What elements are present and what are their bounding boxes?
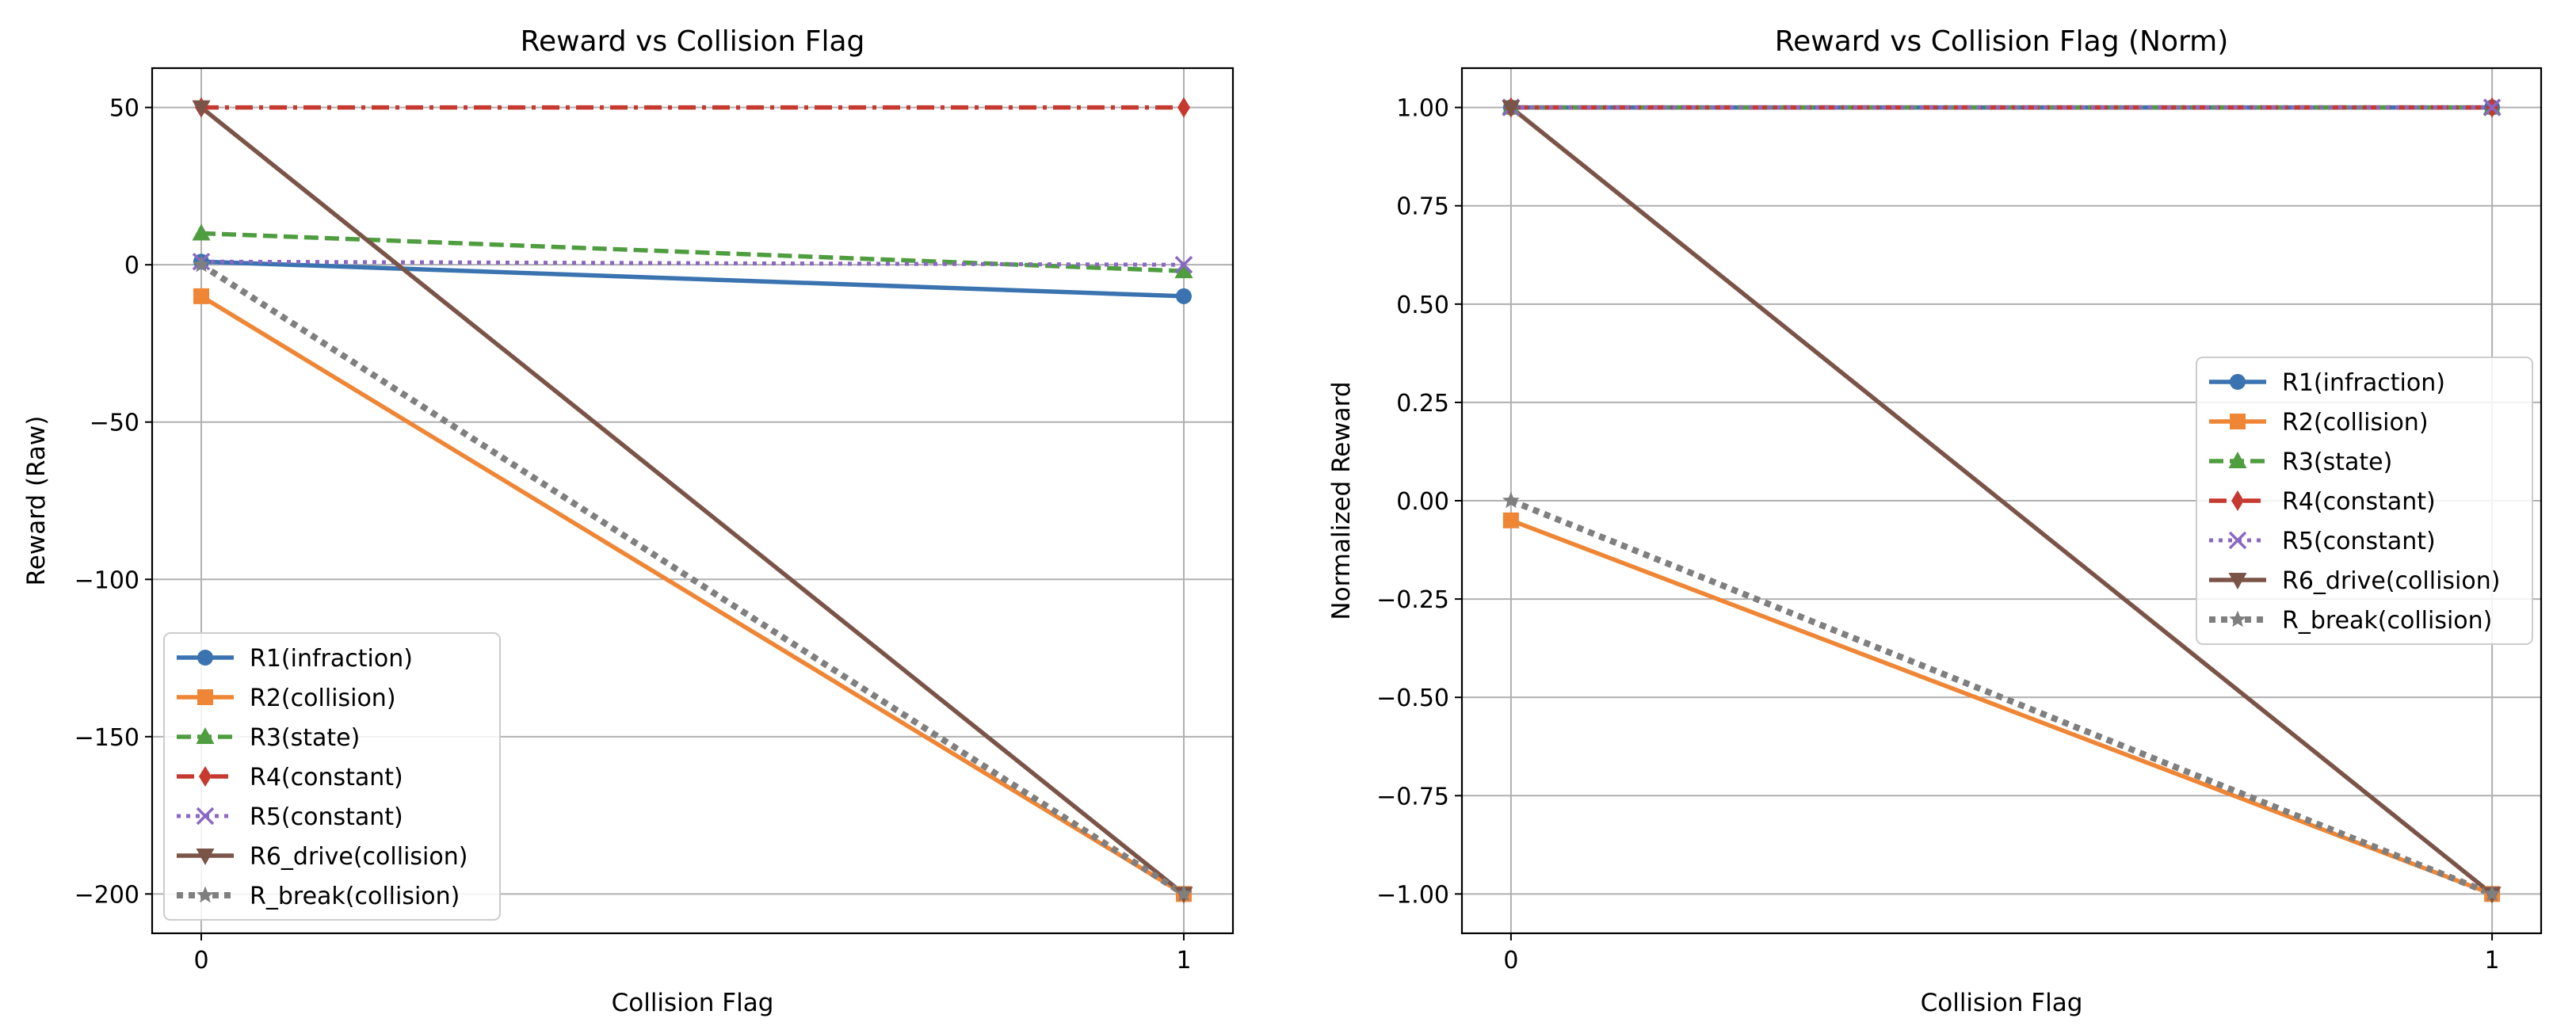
y-tick-label: 0.75: [1396, 193, 1449, 221]
data-point: [192, 100, 211, 117]
legend-marker: [2231, 490, 2244, 511]
legend-label: R_break(collision): [250, 883, 460, 910]
x-tick-label: 1: [1176, 947, 1191, 975]
chart-1: 50 0 −50 −100 −150 −200 0 1 Reward vs Collision …: [22, 25, 1235, 1017]
y-tick-label: 0: [124, 252, 139, 280]
y-axis-label: Normalized Reward: [1327, 381, 1356, 620]
legend-marker: [196, 727, 215, 744]
chart-2: 1.00 0.75 0.50 0.25 0.00 −0.25 −0.50 −0.75 −1.00…: [1327, 25, 2543, 1017]
legend-box: [163, 632, 501, 921]
x-tick-label: 0: [193, 947, 208, 975]
series-line-r-break-collision-: [199, 261, 1186, 897]
legend-marker: [2230, 374, 2246, 390]
series-line-r-break-collision-: [1509, 498, 2494, 898]
series-group: [192, 97, 1193, 904]
y-tick-label: 0.25: [1396, 390, 1449, 418]
x-tick-label: 0: [1503, 947, 1518, 975]
legend-label: R2(collision): [250, 685, 396, 712]
y-tick-label: −0.50: [1376, 685, 1449, 712]
y-tick-label: −50: [90, 410, 139, 437]
legend-label: R1(infraction): [250, 645, 413, 673]
legend-label: R4(constant): [2282, 488, 2436, 516]
data-point: [1502, 100, 1521, 117]
data-point: [192, 223, 211, 241]
series-line-r2-collision-: [200, 294, 1185, 896]
y-tick-label: −200: [74, 881, 139, 909]
data-point: [193, 288, 209, 304]
legend-label: R3(state): [2282, 448, 2392, 476]
data-point: [1174, 261, 1193, 279]
data-point: [2483, 884, 2502, 902]
legend-label: R2(collision): [2282, 409, 2429, 437]
legend-marker: [199, 766, 212, 787]
legend-marker: [197, 689, 213, 705]
y-tick-label: −1.00: [1376, 881, 1449, 909]
legend: R1(infraction) R2(collision) R3(state) R4(c…: [2196, 357, 2533, 645]
x-axis-label: Collision Flag: [612, 989, 774, 1017]
legend-marker: [196, 849, 215, 865]
legend-label: R6_drive(collision): [2282, 567, 2500, 595]
axes-frame: [151, 67, 1235, 935]
x-tick-label: 1: [2485, 947, 2500, 975]
legend-label: R5(constant): [2282, 528, 2436, 555]
y-tick-label: −100: [74, 566, 139, 594]
legend-marker: [197, 886, 214, 903]
legend-marker: [2228, 452, 2247, 468]
data-point: [1502, 491, 1520, 509]
data-point: [1177, 97, 1190, 118]
legend-marker: [2228, 573, 2247, 589]
series-line-r6-drive-collision-: [1509, 105, 2494, 896]
legend-label: R_break(collision): [2282, 607, 2492, 635]
legend-label: R1(infraction): [2282, 369, 2445, 397]
legend-marker: [2229, 610, 2246, 627]
legend-box: [2196, 357, 2533, 645]
legend-label: R6_drive(collision): [250, 843, 467, 871]
y-tick-label: 0.00: [1396, 488, 1449, 516]
y-tick-label: −0.75: [1376, 783, 1449, 811]
data-point: [193, 255, 210, 273]
legend-marker: [2228, 531, 2247, 550]
y-tick-label: 0.50: [1396, 292, 1449, 319]
legend: R1(infraction) R2(collision) R3(state) R4(c…: [163, 632, 501, 921]
legend-label: R5(constant): [250, 803, 403, 831]
legend-marker: [2230, 414, 2246, 429]
legend-marker: [196, 807, 215, 826]
series-line-r5-constant-: [200, 259, 1185, 267]
series-line-r6-drive-collision-: [200, 105, 1185, 896]
y-tick-label: 50: [109, 95, 139, 123]
data-point: [2483, 98, 2502, 116]
series-group: [1502, 97, 2502, 904]
y-axis-label: Reward (Raw): [22, 416, 51, 586]
y-tick-label: 1.00: [1396, 95, 1449, 123]
y-tick-label: −150: [74, 724, 139, 752]
chart-title: Reward vs Collision Flag (Norm): [1775, 25, 2229, 58]
chart-title: Reward vs Collision Flag: [521, 25, 865, 58]
x-axis-label: Collision Flag: [1921, 989, 2083, 1017]
legend-marker: [197, 650, 213, 666]
series-line-r1-infraction-: [200, 259, 1185, 299]
data-point: [1502, 512, 1519, 528]
data-point: [1174, 255, 1193, 274]
legend-label: R4(constant): [250, 764, 403, 791]
data-point: [1176, 288, 1192, 304]
data-point: [1175, 884, 1193, 902]
y-tick-label: −0.25: [1376, 586, 1449, 614]
legend-label: R3(state): [250, 724, 360, 752]
